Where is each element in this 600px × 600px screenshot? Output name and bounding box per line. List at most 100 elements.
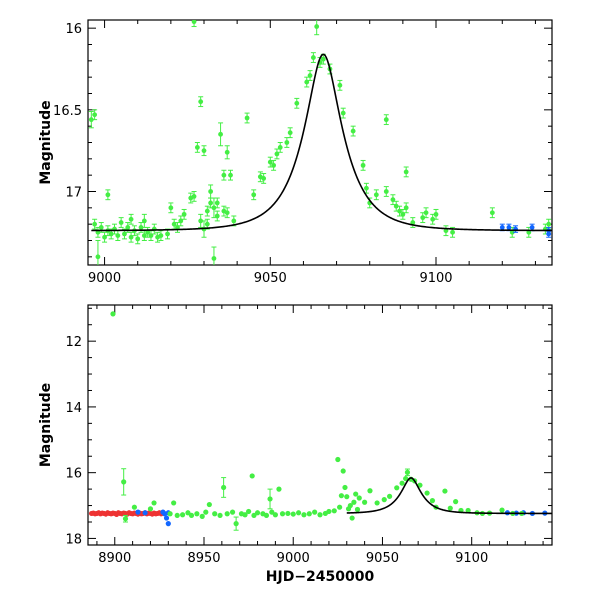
data-point bbox=[354, 506, 361, 513]
data-point bbox=[135, 509, 141, 515]
y-axis-label: Magnitude bbox=[38, 100, 54, 184]
data-point bbox=[403, 475, 409, 482]
y-tick-label: 16 bbox=[65, 467, 82, 482]
data-point bbox=[362, 499, 368, 505]
data-point bbox=[254, 510, 261, 516]
data-point bbox=[489, 210, 495, 216]
data-point bbox=[383, 189, 389, 194]
data-point bbox=[208, 200, 214, 206]
y-axis-label: Magnitude bbox=[38, 383, 54, 467]
data-point bbox=[244, 115, 250, 121]
data-point bbox=[393, 203, 399, 209]
data-point bbox=[246, 508, 252, 515]
data-point bbox=[263, 512, 270, 519]
data-point bbox=[201, 148, 207, 154]
data-point bbox=[403, 205, 409, 211]
data-point bbox=[310, 55, 316, 60]
data-point bbox=[198, 99, 204, 105]
data-point bbox=[198, 218, 204, 224]
data-point bbox=[344, 494, 350, 500]
data-point bbox=[191, 194, 197, 199]
data-point bbox=[122, 516, 129, 522]
data-point bbox=[165, 521, 171, 527]
data-point bbox=[447, 505, 453, 511]
data-point bbox=[499, 225, 505, 230]
data-point bbox=[279, 511, 286, 517]
data-point bbox=[194, 511, 200, 517]
data-point bbox=[251, 192, 257, 198]
data-point bbox=[167, 511, 173, 517]
data-point bbox=[188, 512, 195, 519]
top-panel: 9000 9050 9100 16 16.5 17 Magnitude bbox=[38, 19, 553, 286]
data-point bbox=[320, 56, 326, 62]
data-point bbox=[499, 507, 505, 513]
data-point bbox=[340, 110, 346, 116]
data-point bbox=[337, 82, 343, 88]
data-point bbox=[194, 145, 200, 150]
data-point bbox=[287, 130, 293, 136]
data-point bbox=[450, 229, 455, 235]
data-point bbox=[165, 231, 170, 237]
plot-frame bbox=[87, 304, 553, 546]
plot-area bbox=[88, 20, 552, 265]
data-point bbox=[424, 490, 430, 496]
data-point bbox=[350, 128, 356, 134]
data-point bbox=[423, 210, 429, 216]
data-point bbox=[224, 149, 230, 155]
data-point bbox=[211, 256, 217, 261]
x-tick-label: 9050 bbox=[254, 271, 287, 286]
data-point bbox=[121, 479, 127, 485]
data-point bbox=[218, 131, 223, 137]
data-point bbox=[261, 176, 267, 181]
data-point bbox=[410, 220, 416, 225]
data-point bbox=[277, 145, 283, 150]
data-point bbox=[212, 511, 218, 517]
data-point bbox=[429, 498, 436, 504]
data-point bbox=[465, 507, 471, 514]
data-point bbox=[546, 221, 552, 227]
data-point bbox=[294, 100, 300, 106]
data-point bbox=[221, 172, 227, 178]
data-point bbox=[271, 162, 276, 168]
data-point bbox=[335, 456, 341, 463]
data-point bbox=[141, 218, 147, 224]
data-point bbox=[185, 510, 191, 516]
x-tick-label: 9100 bbox=[455, 551, 488, 566]
x-tick-label: 9100 bbox=[419, 271, 452, 286]
x-tick-label: 8900 bbox=[98, 551, 131, 566]
data-point bbox=[347, 502, 353, 509]
data-point bbox=[203, 509, 209, 515]
x-axis-label: HJD−2450000 bbox=[266, 569, 375, 585]
data-point bbox=[221, 484, 227, 491]
data-point bbox=[181, 211, 187, 217]
data-point bbox=[272, 512, 278, 518]
series-blue bbox=[135, 509, 548, 527]
series-red bbox=[88, 510, 164, 518]
data-point bbox=[529, 225, 535, 230]
data-point bbox=[317, 512, 323, 518]
data-point bbox=[128, 216, 134, 222]
data-point bbox=[214, 213, 220, 219]
plot-area bbox=[88, 311, 552, 531]
series-green bbox=[110, 311, 525, 531]
x-tick-label: 9000 bbox=[277, 551, 310, 566]
data-point bbox=[98, 225, 104, 230]
data-point bbox=[364, 185, 369, 191]
data-point bbox=[206, 501, 212, 508]
data-point bbox=[115, 233, 121, 239]
model-curve bbox=[91, 53, 552, 232]
data-point bbox=[351, 499, 357, 505]
data-point bbox=[276, 486, 282, 492]
data-point bbox=[118, 220, 124, 225]
series-green bbox=[88, 20, 552, 265]
data-point bbox=[306, 511, 312, 517]
data-point bbox=[224, 511, 230, 517]
data-point bbox=[546, 231, 552, 237]
data-point bbox=[290, 511, 296, 517]
data-point bbox=[147, 506, 154, 512]
data-point bbox=[88, 117, 94, 123]
y-tick-label: 12 bbox=[65, 335, 82, 350]
data-point bbox=[420, 215, 426, 221]
data-point bbox=[307, 73, 313, 78]
data-point bbox=[168, 205, 174, 211]
